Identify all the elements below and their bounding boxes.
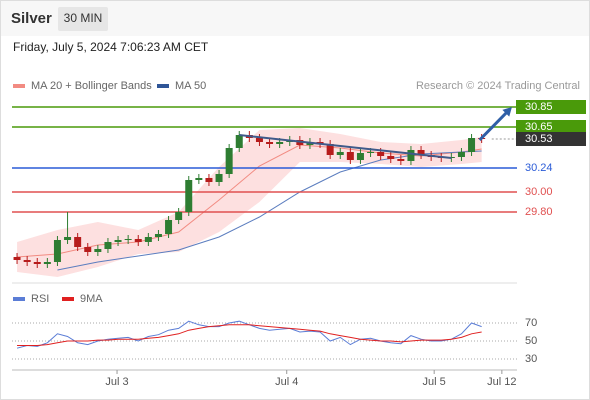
- candle-body: [235, 135, 243, 148]
- legend-swatch: [62, 297, 74, 301]
- candle-body: [74, 237, 82, 247]
- candle-body: [165, 220, 173, 234]
- legend-swatch: [157, 84, 169, 88]
- candle-body: [205, 178, 213, 182]
- candle-body: [215, 174, 223, 182]
- x-tick-label: Jul 5: [423, 376, 446, 388]
- candle-body: [457, 152, 465, 157]
- candle-body: [13, 257, 21, 260]
- candle-body: [43, 262, 51, 264]
- candle-body: [266, 142, 274, 144]
- level-label: 30.65: [525, 121, 553, 133]
- level-label: 30.53: [525, 133, 553, 145]
- x-tick-label: Jul 4: [275, 376, 298, 388]
- candle-body: [175, 212, 183, 220]
- candle-body: [23, 260, 31, 262]
- candle-body: [407, 150, 415, 161]
- timeframe-box: [58, 7, 108, 31]
- candle-body: [468, 138, 476, 152]
- legend-label: RSI: [31, 293, 49, 305]
- x-tick-label: Jul 12: [487, 376, 516, 388]
- candle-body: [124, 239, 132, 240]
- bollinger-band: [17, 128, 482, 277]
- rsi-line: [17, 324, 482, 346]
- candle-body: [94, 249, 102, 252]
- y-tick-label: 30: [525, 353, 537, 365]
- candle-body: [225, 148, 233, 174]
- y-tick-label: 50: [525, 335, 537, 347]
- level-label: 30.85: [525, 101, 553, 113]
- level-label: 30.00: [525, 186, 553, 198]
- x-tick-label: Jul 3: [105, 376, 128, 388]
- candle-body: [64, 237, 72, 240]
- legend-label: MA 50: [175, 80, 206, 92]
- credit: Research © 2024 Trading Central: [416, 80, 580, 92]
- candle-body: [33, 262, 41, 264]
- y-tick-label: 70: [525, 317, 537, 329]
- candle-body: [326, 144, 334, 155]
- legend-label: 9MA: [80, 293, 103, 305]
- candle-body: [367, 152, 375, 153]
- arrow-head: [502, 107, 512, 117]
- legend-swatch: [13, 297, 25, 301]
- ma50-line: [57, 150, 482, 271]
- candle-body: [104, 242, 112, 249]
- level-label: 29.80: [525, 206, 553, 218]
- forecast-arrow: [478, 110, 509, 142]
- candle-body: [356, 153, 364, 160]
- level-box: [516, 120, 586, 134]
- candle-body: [144, 237, 152, 242]
- candle-body: [387, 156, 395, 159]
- legend-label: MA 20 + Bollinger Bands: [31, 80, 152, 92]
- level-label: 30.24: [525, 162, 553, 174]
- candle-body: [84, 247, 92, 252]
- timestamp: Friday, July 5, 2024 7:06:23 AM CET: [13, 40, 209, 54]
- candle-body: [276, 142, 284, 144]
- candle-body: [336, 152, 344, 155]
- candle-body: [397, 159, 405, 161]
- candle-body: [134, 239, 142, 242]
- candle-body: [53, 240, 61, 262]
- candle-body: [154, 234, 162, 237]
- candle-body: [185, 180, 193, 212]
- candle-body: [255, 138, 263, 142]
- candle-body: [417, 150, 425, 155]
- candle-body: [346, 152, 354, 160]
- timeframe: 30 MIN: [64, 11, 103, 25]
- level-box: [516, 132, 586, 146]
- candle-body: [195, 178, 203, 180]
- trendline: [239, 134, 452, 159]
- candle-body: [114, 240, 122, 242]
- title: Silver: [11, 10, 52, 27]
- candle-body: [377, 152, 385, 156]
- level-box: [516, 100, 586, 114]
- legend-swatch: [13, 84, 25, 88]
